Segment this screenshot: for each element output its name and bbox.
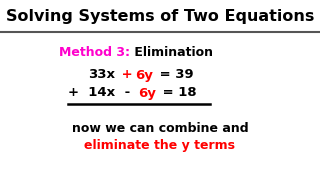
Text: 33x: 33x	[88, 69, 115, 82]
FancyBboxPatch shape	[0, 0, 320, 32]
Text: Elimination: Elimination	[130, 46, 213, 58]
Text: 6y: 6y	[135, 69, 153, 82]
Text: Method 3:: Method 3:	[59, 46, 130, 58]
Text: +: +	[117, 69, 137, 82]
Text: eliminate the y terms: eliminate the y terms	[84, 140, 236, 152]
Text: now we can combine and: now we can combine and	[72, 122, 248, 134]
Text: -: -	[120, 87, 135, 100]
Text: Solving Systems of Two Equations: Solving Systems of Two Equations	[6, 10, 314, 24]
Text: = 39: = 39	[155, 69, 194, 82]
Text: = 18: = 18	[158, 87, 196, 100]
Text: 6y: 6y	[138, 87, 156, 100]
Text: +  14x: + 14x	[68, 87, 115, 100]
